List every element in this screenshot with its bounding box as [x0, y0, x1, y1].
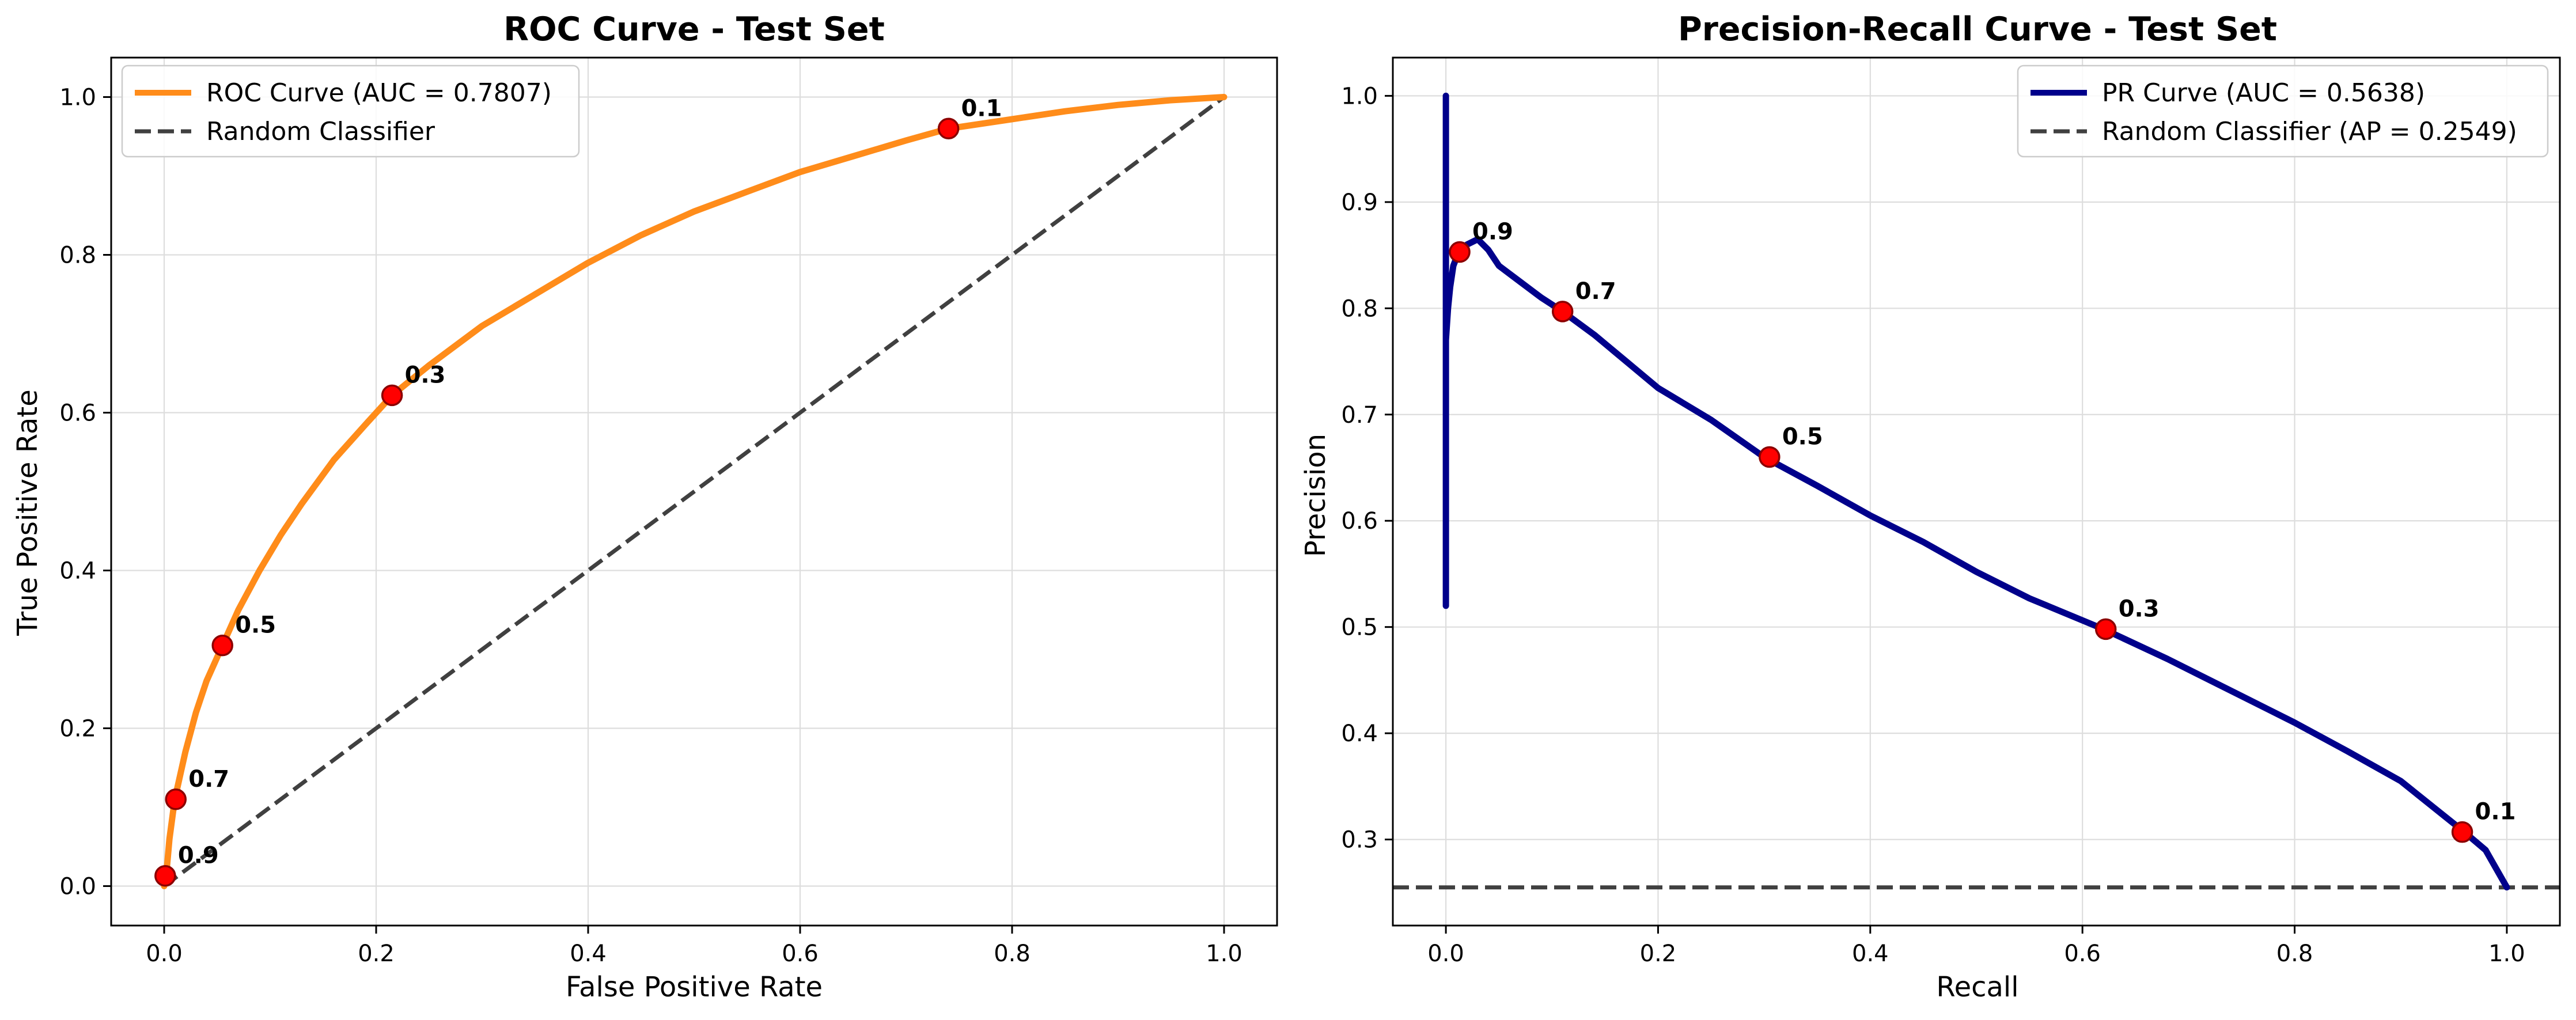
pr-threshold-marker — [1759, 446, 1781, 468]
roc-plot-frame — [110, 56, 1278, 927]
roc-threshold-points: 0.9 0.7 0.5 0.3 0.1 — [154, 95, 1002, 887]
pr-legend-box — [2017, 65, 2549, 158]
roc-threshold-marker — [937, 117, 960, 140]
roc-threshold-label: 0.7 — [188, 766, 229, 793]
pr-ytick-label: 0.7 — [1341, 402, 1378, 429]
pr-xtick-label: 0.4 — [1852, 941, 1889, 967]
roc-ytick-label: 0.0 — [59, 874, 96, 900]
roc-legend-label-random: Random Classifier — [206, 117, 435, 146]
pr-threshold-points: 0.9 0.7 0.5 0.3 0.1 — [1449, 219, 2516, 843]
pr-threshold-label: 0.3 — [2119, 596, 2160, 622]
pr-xtick-label: 0.8 — [2276, 941, 2313, 967]
pr-ylabel: Precision — [1300, 434, 1332, 557]
roc-ytick-label: 0.6 — [59, 400, 96, 427]
pr-ytick-label: 0.9 — [1341, 189, 1378, 216]
pr-threshold-marker — [1551, 301, 1574, 323]
roc-legend: ROC Curve (AUC = 0.7807) Random Classifi… — [121, 65, 580, 158]
roc-xtick-label: 1.0 — [1206, 941, 1242, 967]
pr-plot-frame — [1392, 56, 2561, 927]
pr-ytick-label: 0.8 — [1341, 295, 1378, 322]
pr-threshold-label: 0.7 — [1575, 278, 1616, 305]
roc-ytick-label: 1.0 — [59, 85, 96, 111]
pr-ytick-label: 0.4 — [1341, 721, 1378, 747]
roc-threshold-marker — [154, 864, 176, 887]
pr-threshold-label: 0.1 — [2475, 799, 2516, 825]
pr-threshold-label: 0.9 — [1472, 219, 1513, 245]
roc-xlabel: False Positive Rate — [566, 971, 823, 1003]
pr-xtick-label: 0.6 — [2064, 941, 2101, 967]
roc-threshold-marker — [381, 384, 403, 407]
pr-gridlines — [1393, 58, 2560, 926]
pr-tick-labels: 0.0 0.2 0.4 0.6 0.8 1.0 0.3 0.4 0.5 0.6 0.7 0.8 0.9 1… — [1341, 83, 2525, 967]
roc-threshold-label: 0.1 — [961, 95, 1002, 122]
pr-ytick-label: 0.5 — [1341, 615, 1378, 641]
pr-threshold-marker — [2094, 618, 2117, 640]
pr-threshold-marker — [1449, 241, 1471, 263]
roc-ytick-label: 0.2 — [59, 716, 96, 742]
roc-series-layer — [161, 94, 1228, 889]
roc-ytick-label: 0.4 — [59, 558, 96, 585]
pr-title: Precision-Recall Curve - Test Set — [1678, 10, 2277, 48]
roc-ylabel: True Positive Rate — [12, 389, 44, 636]
pr-ytick-label: 1.0 — [1341, 83, 1378, 109]
roc-panel: ROC Curve - Test Set False Positive Rate… — [12, 10, 1278, 1003]
roc-xtick-label: 0.0 — [146, 941, 183, 967]
roc-threshold-label: 0.9 — [178, 843, 219, 869]
pr-curve-line — [1442, 92, 2510, 891]
roc-ytick-label: 0.8 — [59, 242, 96, 269]
roc-title: ROC Curve - Test Set — [503, 10, 885, 48]
roc-legend-box — [121, 65, 580, 158]
roc-xtick-label: 0.8 — [994, 941, 1031, 967]
pr-series-layer — [1393, 92, 2560, 891]
roc-threshold-label: 0.3 — [405, 362, 446, 388]
pr-legend: PR Curve (AUC = 0.5638) Random Classifie… — [2017, 65, 2549, 158]
pr-legend-label-random: Random Classifier (AP = 0.2549) — [2102, 117, 2517, 146]
roc-xtick-label: 0.4 — [570, 941, 607, 967]
roc-threshold-marker — [165, 788, 187, 810]
roc-tick-labels: 0.0 0.2 0.4 0.6 0.8 1.0 0.0 0.2 0.4 0.6 0.8 1.0 — [59, 85, 1242, 968]
pr-ytick-label: 0.3 — [1341, 827, 1378, 854]
pr-threshold-marker — [2451, 821, 2473, 843]
roc-xtick-label: 0.2 — [358, 941, 395, 967]
pr-xlabel: Recall — [1936, 971, 2018, 1003]
roc-legend-label-curve: ROC Curve (AUC = 0.7807) — [206, 78, 552, 108]
pr-panel: Precision-Recall Curve - Test Set Recall… — [1300, 10, 2561, 1003]
roc-random-classifier-line — [162, 95, 1226, 888]
roc-threshold-label: 0.5 — [235, 612, 276, 639]
pr-legend-label-curve: PR Curve (AUC = 0.5638) — [2102, 78, 2425, 108]
roc-threshold-marker — [211, 634, 233, 657]
pr-xtick-label: 1.0 — [2488, 941, 2525, 967]
roc-xtick-label: 0.6 — [782, 941, 819, 967]
pr-xtick-label: 0.2 — [1640, 941, 1677, 967]
pr-threshold-label: 0.5 — [1782, 424, 1823, 450]
pr-ytick-label: 0.6 — [1341, 508, 1378, 534]
pr-xtick-label: 0.0 — [1427, 941, 1464, 967]
